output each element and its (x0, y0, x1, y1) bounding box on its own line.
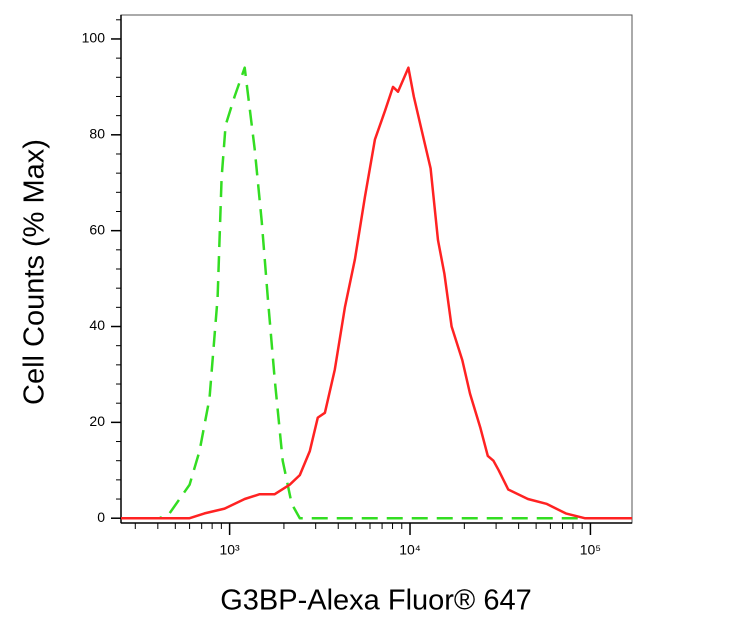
histogram-line (121, 66, 632, 520)
y-tick-label: 80 (89, 126, 105, 142)
plot-frame (120, 14, 633, 524)
y-tick-label: 0 (97, 509, 105, 525)
x-tick-label: 10³ (219, 542, 240, 558)
x-axis-title: G3BP-Alexa Fluor® 647 (220, 585, 532, 617)
histogram-line (121, 66, 632, 520)
y-tick-label: 100 (82, 30, 106, 46)
y-tick-label: 20 (89, 413, 105, 429)
x-tick-label: 10⁵ (580, 542, 601, 558)
y-tick-label: 60 (89, 221, 105, 237)
x-tick-label: 10⁴ (399, 542, 421, 558)
y-axis-title: Cell Counts (% Max) (19, 139, 51, 405)
y-tick-label: 40 (89, 317, 105, 333)
